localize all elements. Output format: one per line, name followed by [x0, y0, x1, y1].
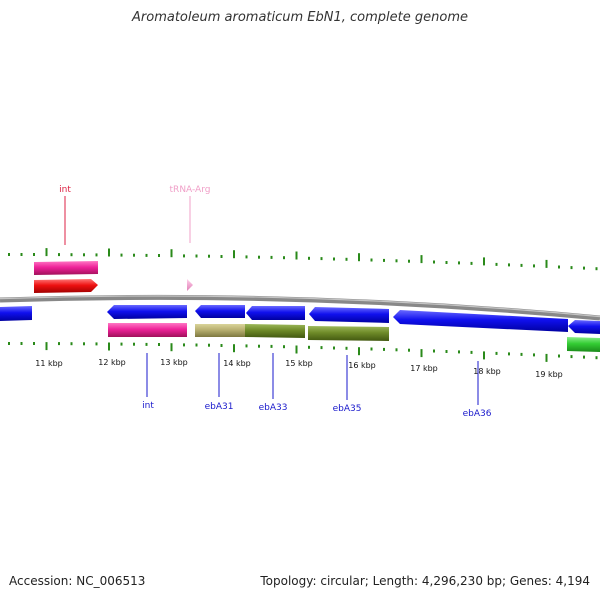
- label-ebA36: ebA36: [463, 409, 492, 419]
- top-tick-marks: [8, 248, 598, 271]
- tick-label-13kbp: 13 kbp: [160, 358, 188, 367]
- tick-label-11kbp: 11 kbp: [35, 359, 63, 368]
- genome-stats-text: Topology: circular; Length: 4,296,230 bp…: [260, 574, 590, 588]
- gene-int-forward-pink: [34, 261, 98, 275]
- gene-cds-ebA36: [393, 310, 568, 332]
- tick-label-15kbp: 15 kbp: [285, 359, 313, 368]
- gene-trna-arg: [187, 279, 193, 291]
- label-int-top: int: [59, 185, 71, 195]
- tick-label-18kbp: 18 kbp: [473, 367, 501, 376]
- tick-label-14kbp: 14 kbp: [223, 359, 251, 368]
- gene-cds-ebA35: [309, 307, 389, 323]
- gene-ebA31-khaki: [195, 324, 245, 337]
- label-ebA35: ebA35: [333, 404, 362, 414]
- gene-ebA35-olive: [308, 326, 389, 341]
- accession-text: Accession: NC_006513: [9, 574, 146, 588]
- gene-int-reverse-pink: [108, 323, 187, 337]
- gene-cds-ebA31: [195, 305, 245, 318]
- gene-cds-right-edge: [568, 320, 600, 334]
- map-title: Aromatoleum aromaticum EbN1, complete ge…: [132, 10, 468, 25]
- label-ebA33: ebA33: [259, 403, 288, 413]
- gene-cds-int-region: [107, 305, 187, 319]
- genome-backbone-highlight: [0, 295, 600, 318]
- gene-ebA33-olive: [245, 324, 305, 338]
- tick-label-17kbp: 17 kbp: [410, 364, 438, 373]
- gene-cds-ebA33: [246, 306, 305, 320]
- gene-green-right-edge: [567, 337, 600, 352]
- label-trna-arg: tRNA-Arg: [170, 185, 211, 195]
- gene-cds-left-edge: [0, 306, 32, 321]
- tick-label-19kbp: 19 kbp: [535, 370, 563, 379]
- tick-label-12kbp: 12 kbp: [98, 358, 126, 367]
- label-ebA31: ebA31: [205, 402, 234, 412]
- tick-label-16kbp: 16 kbp: [348, 361, 376, 370]
- gene-int-forward-red: [34, 279, 98, 293]
- label-int-bottom: int: [142, 401, 154, 411]
- genome-backbone: [0, 294, 600, 321]
- bottom-tick-marks: [8, 342, 598, 362]
